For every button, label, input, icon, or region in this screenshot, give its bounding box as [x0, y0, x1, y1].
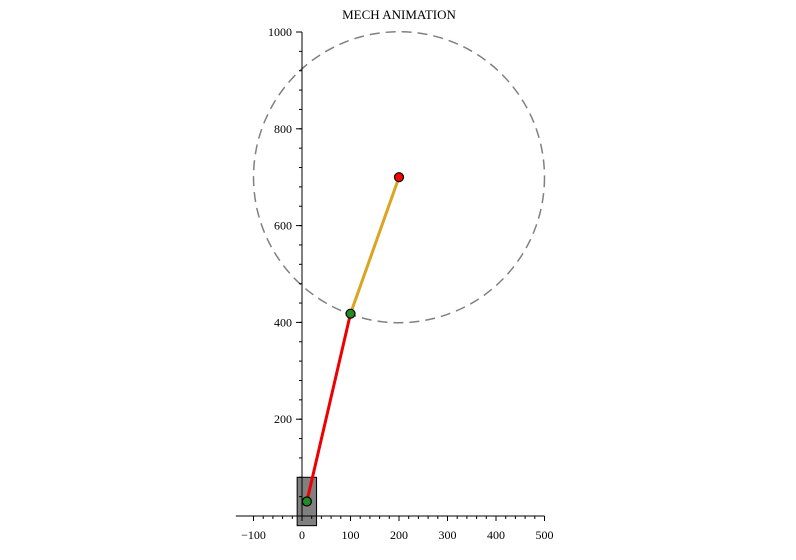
x-tick-label: 0 [299, 528, 305, 542]
y-tick-label: 1000 [268, 25, 292, 39]
crank-pin-joint [345, 308, 356, 319]
y-tick-label: 200 [274, 412, 292, 426]
crank-link [349, 175, 401, 316]
slider-pin-joint [301, 496, 312, 507]
crank-path-circle [252, 30, 546, 324]
connecting-rod-link [305, 312, 352, 503]
x-tick-label: 100 [342, 528, 360, 542]
x-tick-label: 400 [487, 528, 505, 542]
x-tick-label: 300 [439, 528, 457, 542]
x-tick-label: 200 [390, 528, 408, 542]
x-tick-label: 500 [536, 528, 554, 542]
x-tick-label: −100 [241, 528, 266, 542]
y-tick-label: 600 [274, 219, 292, 233]
y-tick-label: 400 [274, 315, 292, 329]
chart-title: MECH ANIMATION [342, 7, 456, 22]
y-tick-label: 800 [274, 122, 292, 136]
fixed-pivot-joint [393, 172, 405, 183]
